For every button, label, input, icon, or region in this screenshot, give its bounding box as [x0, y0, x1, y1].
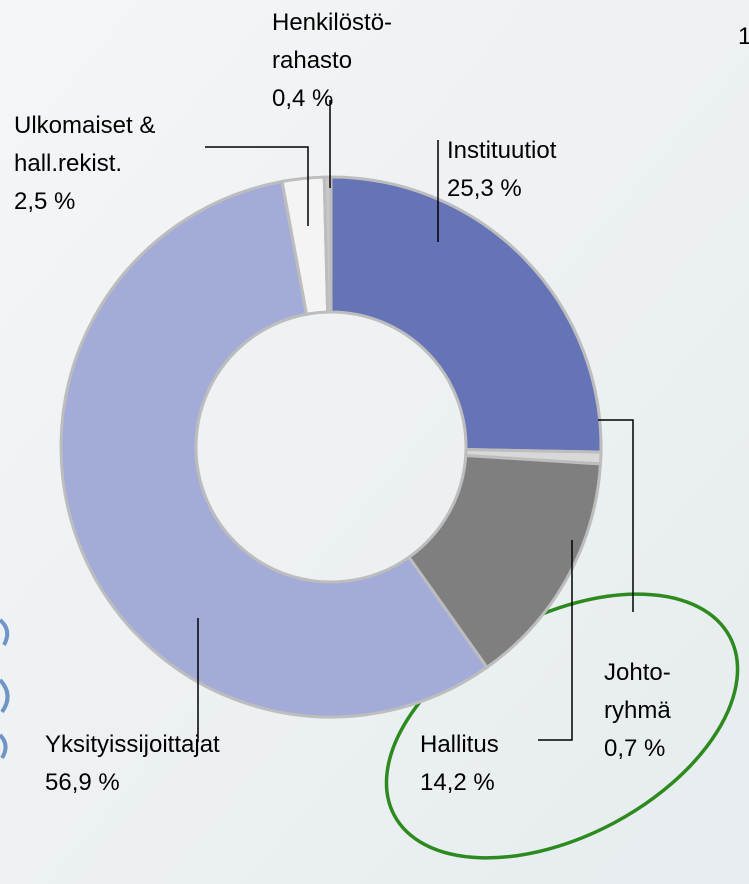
- donut-segment: [59, 179, 490, 719]
- segment-label: Henkilöstö-rahasto: [272, 9, 392, 74]
- value-label: 2,5 %: [14, 188, 75, 215]
- value-label: 0,4 %: [272, 85, 333, 112]
- segment-label: Hallitus: [420, 731, 499, 758]
- leader-lines: [197, 100, 634, 742]
- value-label: 14,2 %: [420, 769, 495, 796]
- segment-label: Yksityissijoittajat: [45, 731, 220, 758]
- value-label: 56,9 %: [45, 769, 120, 796]
- segment-label: Instituutiot: [447, 137, 557, 164]
- segment-label: Ulkomaiset & hall.rekist.: [14, 112, 155, 177]
- segment-label: Johto-ryhmä: [604, 659, 671, 724]
- logo-fragment: [0, 618, 10, 760]
- donut-segment: [322, 175, 333, 314]
- value-label: 25,3 %: [447, 175, 522, 202]
- value-label: 0,7 %: [604, 735, 665, 762]
- donut-segment: [406, 453, 603, 670]
- donut-segment: [329, 175, 603, 454]
- page-number: 1: [738, 23, 749, 50]
